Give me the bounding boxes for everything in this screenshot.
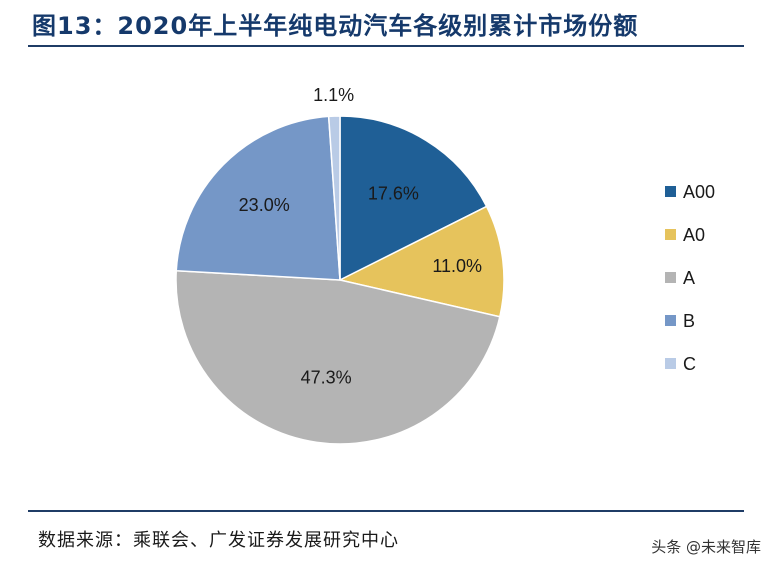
watermark: 头条 @未来智库 bbox=[651, 538, 761, 556]
chart-title: 图13：2020年上半年纯电动汽车各级别累计市场份额 bbox=[32, 12, 639, 40]
legend-label-a: A bbox=[683, 268, 695, 288]
source-divider bbox=[28, 510, 744, 512]
title-divider bbox=[28, 45, 744, 47]
legend-swatch-a0 bbox=[665, 229, 676, 240]
pie-data-labels: 17.6% 11.0% 47.3% 23.0% 1.1% bbox=[239, 85, 482, 388]
data-label-a0: 11.0% bbox=[432, 256, 482, 276]
data-label-a: 47.3% bbox=[301, 367, 352, 387]
source-note: 数据来源：乘联会、广发证券发展研究中心 bbox=[38, 530, 399, 551]
data-label-b: 23.0% bbox=[239, 195, 290, 215]
legend-swatch-b bbox=[665, 315, 676, 326]
pie-slice-a bbox=[175, 269, 501, 445]
pie-slice-a00 bbox=[339, 115, 488, 282]
pie-slice-c bbox=[327, 115, 341, 281]
legend-swatch-a bbox=[665, 272, 676, 283]
data-label-c: 1.1% bbox=[313, 85, 354, 105]
pie-slices bbox=[175, 115, 505, 445]
legend-label-b: B bbox=[683, 311, 695, 331]
legend-label-c: C bbox=[683, 354, 696, 374]
legend: A00 A0 A B C bbox=[665, 182, 715, 374]
legend-swatch-c bbox=[665, 358, 676, 369]
legend-label-a0: A0 bbox=[683, 225, 705, 245]
legend-label-a00: A00 bbox=[683, 182, 715, 202]
pie-slice-b bbox=[175, 115, 341, 281]
data-label-a00: 17.6% bbox=[368, 184, 419, 204]
legend-swatch-a00 bbox=[665, 186, 676, 197]
